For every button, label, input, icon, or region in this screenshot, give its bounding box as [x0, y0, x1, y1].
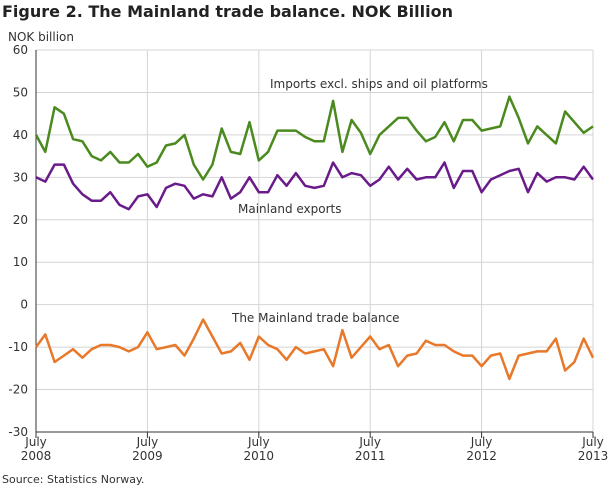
y-tick-label: 20 [13, 213, 28, 227]
x-tick-label: July 2009 [132, 435, 163, 463]
y-tick-label: -30 [8, 425, 28, 439]
y-tick-label: 30 [13, 170, 28, 184]
chart-title: Figure 2. The Mainland trade balance. NO… [2, 2, 453, 21]
y-tick-label: 60 [13, 43, 28, 57]
x-tick-label: July 2008 [21, 435, 52, 463]
series-label: Imports excl. ships and oil platforms [270, 77, 488, 91]
series-line [34, 95, 594, 181]
y-tick-label: -20 [8, 383, 28, 397]
series-label: Mainland exports [238, 202, 342, 216]
series-line [35, 161, 595, 211]
y-tick-label: 50 [13, 85, 28, 99]
x-tick-label: July 2013 [578, 435, 609, 463]
series-label: The Mainland trade balance [231, 311, 400, 325]
y-tick-label: 10 [13, 255, 28, 269]
y-tick-label: 40 [13, 128, 28, 142]
y-tick-label: 0 [20, 298, 28, 312]
series-line [34, 318, 595, 381]
x-tick-label: July 2012 [466, 435, 497, 463]
y-tick-label: -10 [8, 340, 28, 354]
source: Source: Statistics Norway. [2, 473, 144, 486]
x-tick-label: July 2011 [355, 435, 386, 463]
x-tick-label: July 2010 [244, 435, 275, 463]
y-axis-label: NOK billion [8, 30, 74, 44]
